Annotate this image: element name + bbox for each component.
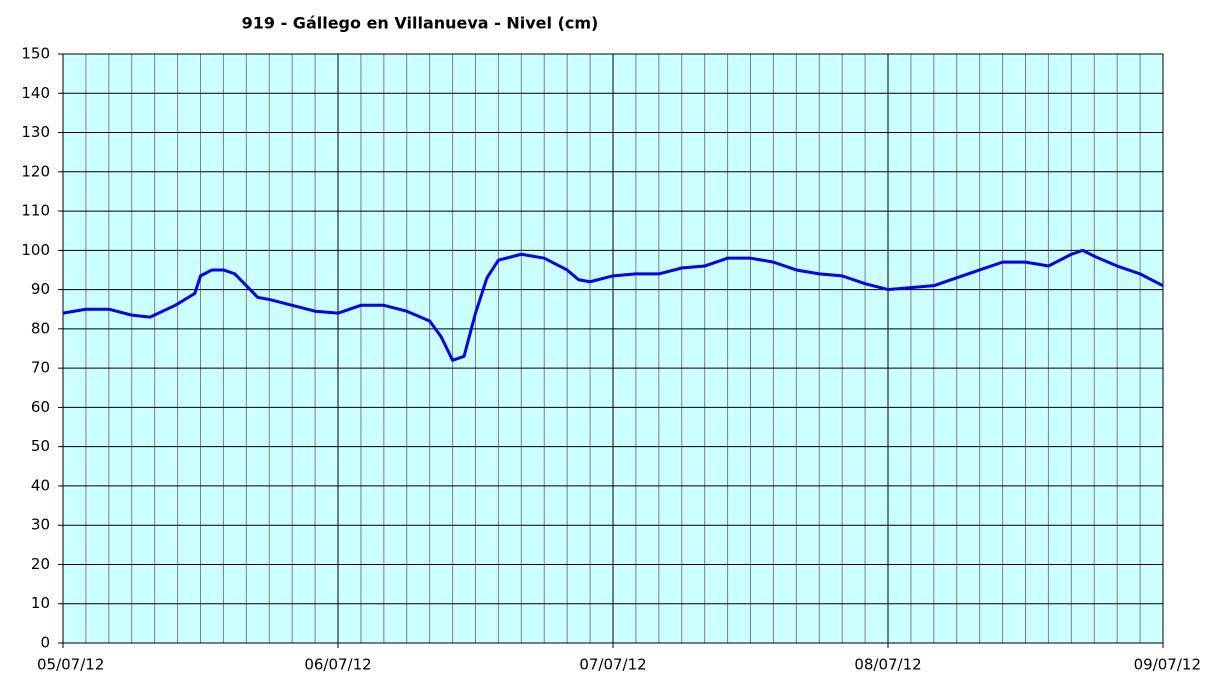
- x-tick-label: 05/07/12: [37, 656, 104, 674]
- y-tick-label: 10: [31, 594, 50, 612]
- y-tick-label: 0: [40, 634, 50, 652]
- y-tick-label: 140: [21, 84, 50, 102]
- y-tick-label: 20: [31, 555, 50, 573]
- x-tick-label: 07/07/12: [579, 656, 646, 674]
- chart-title: 919 - Gállego en Villanueva - Nivel (cm): [242, 14, 599, 33]
- y-tick-label: 80: [31, 319, 50, 337]
- y-tick-label: 60: [31, 398, 50, 416]
- y-tick-label: 150: [21, 45, 50, 63]
- data-line: [62, 248, 1164, 362]
- y-tick-label: 30: [31, 516, 50, 534]
- y-tick-label: 50: [31, 437, 50, 455]
- x-tick-label: 08/07/12: [854, 656, 921, 674]
- y-tick-label: 40: [31, 476, 50, 494]
- x-tick-label: 09/07/12: [1134, 656, 1201, 674]
- y-tick-label: 130: [21, 123, 50, 141]
- x-tick-label: 06/07/12: [304, 656, 371, 674]
- y-tick-label: 90: [31, 280, 50, 298]
- plot-border: [62, 53, 1164, 644]
- y-tick-label: 110: [21, 202, 50, 220]
- y-tick-label: 100: [21, 241, 50, 259]
- y-tick-label: 120: [21, 162, 50, 180]
- y-tick-label: 70: [31, 359, 50, 377]
